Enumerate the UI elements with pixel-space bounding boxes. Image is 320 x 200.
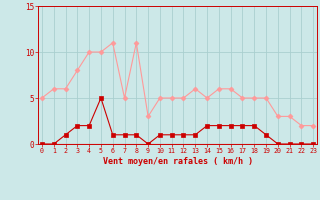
X-axis label: Vent moyen/en rafales ( km/h ): Vent moyen/en rafales ( km/h ) [103, 157, 252, 166]
